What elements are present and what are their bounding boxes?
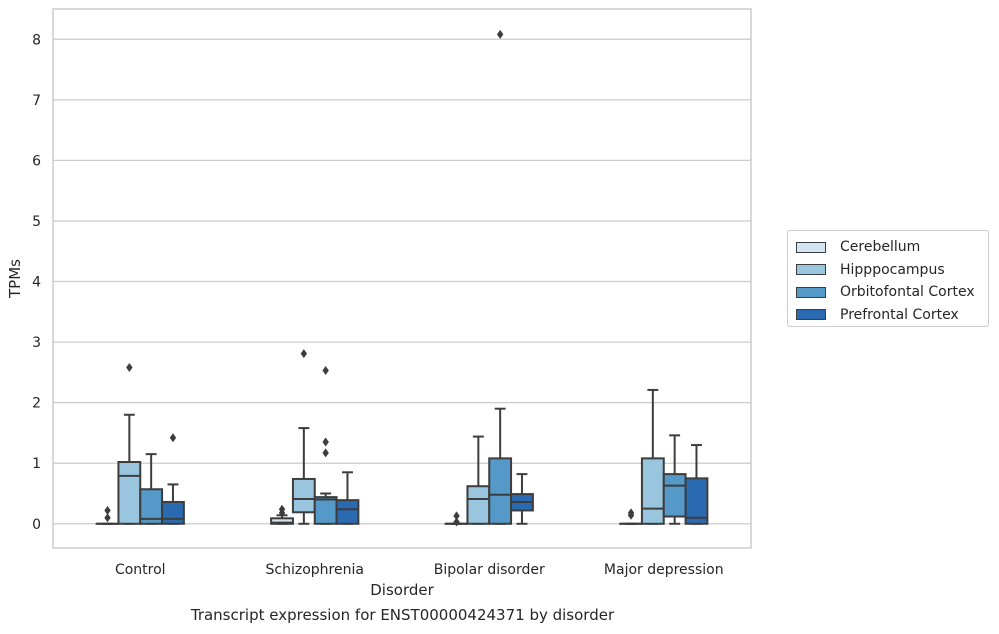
box-body xyxy=(335,499,360,525)
legend-label: Orbitofontal Cortex xyxy=(840,284,975,301)
box-hipppocampus xyxy=(291,349,316,525)
outlier-point xyxy=(104,513,111,523)
x-axis-label: Disorder xyxy=(370,581,434,599)
box-hipppocampus xyxy=(640,388,665,525)
outlier-point xyxy=(169,433,177,443)
box-body xyxy=(270,517,294,525)
legend-item: Hipppocampus xyxy=(796,259,980,282)
box-body xyxy=(161,500,185,525)
box-orbitofontal-cortex xyxy=(662,434,687,525)
outlier-point xyxy=(322,366,329,376)
box-prefrontal-cortex xyxy=(510,473,534,525)
box-hipppocampus xyxy=(466,435,491,525)
outlier-point xyxy=(300,349,308,359)
box-cerebellum xyxy=(619,508,643,525)
outlier-point xyxy=(322,437,329,447)
box-body xyxy=(291,477,316,514)
outlier-point xyxy=(278,504,286,514)
box-cerebellum xyxy=(444,511,469,527)
y-tick-label: 6 xyxy=(32,153,41,169)
box-hipppocampus xyxy=(117,363,142,525)
y-tick-label: 2 xyxy=(32,396,41,412)
box-body xyxy=(684,477,709,525)
box-body xyxy=(662,473,687,518)
box-body xyxy=(640,457,665,525)
x-tick-label: Control xyxy=(115,562,166,578)
y-tick-label: 4 xyxy=(32,275,41,291)
chart-caption: Transcript expression for ENST0000042437… xyxy=(190,606,615,624)
box-orbitofontal-cortex xyxy=(139,453,164,525)
legend-swatch xyxy=(796,241,826,253)
y-tick-label: 5 xyxy=(32,214,41,230)
outlier-point xyxy=(453,517,460,527)
x-tick-label: Major depression xyxy=(604,562,724,578)
box-prefrontal-cortex xyxy=(335,471,360,525)
box-prefrontal-cortex xyxy=(161,433,185,525)
x-tick-label: Bipolar disorder xyxy=(434,562,545,578)
plot-frame xyxy=(52,8,752,549)
y-tick-label: 7 xyxy=(32,93,41,109)
legend-label: Cerebellum xyxy=(840,239,921,256)
box-cerebellum xyxy=(95,505,120,525)
box-prefrontal-cortex xyxy=(684,444,709,525)
legend-item: Prefrontal Cortex xyxy=(796,304,980,327)
y-tick-label: 8 xyxy=(32,32,41,48)
box-orbitofontal-cortex xyxy=(313,366,338,525)
outlier-point xyxy=(627,508,635,518)
y-tick-label: 3 xyxy=(32,335,41,351)
legend-swatch xyxy=(796,286,826,298)
y-tick-label: 1 xyxy=(32,456,41,472)
box-orbitofontal-cortex xyxy=(488,29,513,525)
legend-swatch xyxy=(796,264,826,276)
outlier-point xyxy=(126,363,133,373)
box-body xyxy=(313,496,338,525)
x-tick-label: Schizophrenia xyxy=(266,562,364,578)
box-body xyxy=(117,461,142,525)
legend-item: Cerebellum xyxy=(796,236,980,259)
legend-item: Orbitofontal Cortex xyxy=(796,281,980,304)
box-body xyxy=(488,457,513,525)
outlier-point xyxy=(322,448,329,458)
y-tick-label: 0 xyxy=(32,517,41,533)
outlier-point xyxy=(496,29,504,39)
legend-label: Hipppocampus xyxy=(840,261,945,278)
outlier-point xyxy=(453,511,460,521)
outlier-point xyxy=(104,505,111,515)
legend: Cerebellum Hipppocampus Orbitofontal Cor… xyxy=(787,230,989,327)
y-axis-label: TPMs xyxy=(6,259,24,299)
box-cerebellum xyxy=(270,504,294,525)
box-body xyxy=(466,485,491,525)
legend-swatch xyxy=(796,309,826,321)
legend-label: Prefrontal Cortex xyxy=(840,306,959,323)
